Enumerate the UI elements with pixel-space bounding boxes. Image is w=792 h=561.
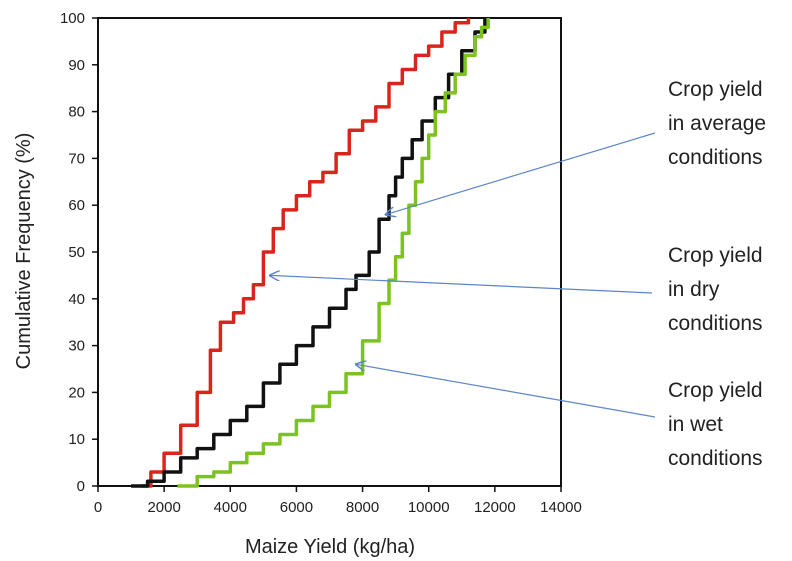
- y-tick-label: 100: [60, 10, 85, 27]
- annotation-text: conditions: [668, 146, 763, 169]
- annotation-arrow: [270, 275, 653, 294]
- y-tick-label: 0: [77, 478, 85, 495]
- x-axis-title: Maize Yield (kg/ha): [245, 536, 415, 558]
- x-tick-label: 12000: [474, 499, 516, 516]
- annotation-arrow: [356, 364, 656, 418]
- annotation-text: in average: [668, 112, 766, 135]
- y-tick-label: 90: [68, 57, 85, 74]
- x-tick-label: 6000: [280, 499, 313, 516]
- x-tick-label: 4000: [214, 499, 247, 516]
- series-line-2: [131, 18, 487, 488]
- y-tick-label: 60: [68, 197, 85, 214]
- annotation-text: Crop yield: [668, 379, 763, 402]
- x-tick-label: 2000: [147, 499, 180, 516]
- x-tick-label: 14000: [540, 499, 582, 516]
- y-tick-label: 30: [68, 338, 85, 355]
- y-tick-label: 70: [68, 150, 85, 167]
- annotation-3: Crop yield in wet conditions: [356, 364, 763, 470]
- x-tick-label: 0: [94, 499, 102, 516]
- y-tick-label: 20: [68, 384, 85, 401]
- annotation-text: in wet: [668, 413, 723, 436]
- y-tick-label: 10: [68, 431, 85, 448]
- y-axis-title: Cumulative Frequency (%): [13, 133, 35, 370]
- series-lines: [131, 18, 490, 488]
- y-tick-label: 50: [68, 244, 85, 261]
- y-tick-label: 80: [68, 104, 85, 121]
- annotation-text: Crop yield: [668, 78, 763, 101]
- annotation-text: conditions: [668, 312, 763, 335]
- annotation-text: in dry: [668, 278, 720, 301]
- annotation-text: conditions: [668, 447, 763, 470]
- x-tick-label: 10000: [408, 499, 450, 516]
- series-line-1: [141, 18, 471, 488]
- plot-frame: [97, 17, 562, 487]
- axes: 0 2000 4000 6000 8000 10000 12000 14000 0 10 20 30 4…: [60, 10, 582, 516]
- annotation-1: Crop yield in average conditions: [386, 78, 766, 215]
- series-line-3: [177, 18, 490, 488]
- annotation-2: Crop yield in dry conditions: [270, 244, 763, 335]
- annotation-arrow: [386, 132, 656, 215]
- x-tick-label: 8000: [346, 499, 379, 516]
- y-tick-label: 40: [68, 291, 85, 308]
- annotation-text: Crop yield: [668, 244, 763, 267]
